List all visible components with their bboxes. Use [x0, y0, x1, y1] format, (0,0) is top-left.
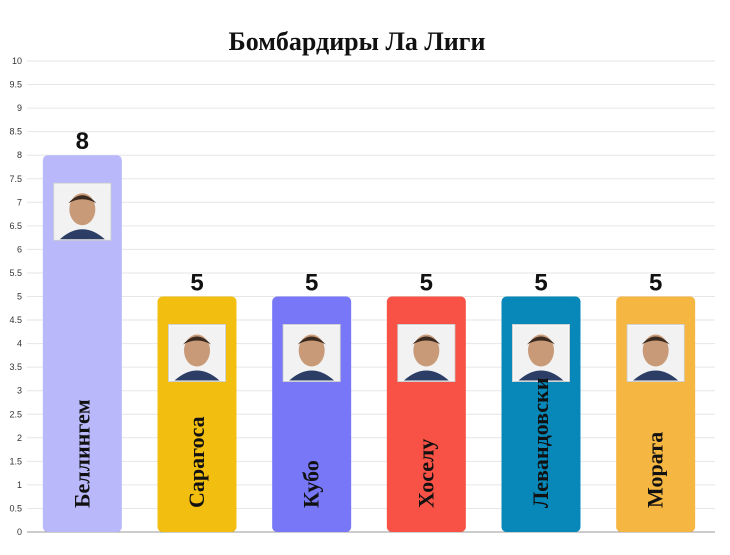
y-axis-ticks: 0 0.5 1 1.5 2 2.5 3 3.5 4 4.5 5 5.5 6 6.5 7 7.5 8 8.5 9 9.5…	[9, 56, 22, 537]
player-photo-icon	[282, 324, 341, 382]
category-label: Левандовски	[528, 377, 553, 508]
gridlines	[27, 60, 715, 533]
y-tick-label: 3.5	[9, 362, 22, 372]
category-label: Сарагоса	[184, 416, 209, 508]
category-label: Хоселу	[413, 439, 438, 508]
y-tick-label: 6.5	[9, 221, 22, 231]
bars: 8 Беллингем 5 Сарагоса 5 Кубо 5 Хоселу 5 Левандов…	[42, 128, 696, 532]
bar-group: 5 Хоселу	[386, 270, 466, 532]
bar-group: 5 Левандовски	[501, 270, 581, 532]
data-label: 5	[534, 270, 547, 297]
y-tick-label: 7.5	[9, 174, 22, 184]
y-tick-label: 5	[17, 292, 22, 302]
y-tick-label: 10	[12, 56, 22, 66]
data-label: 5	[649, 270, 662, 297]
category-label: Кубо	[299, 460, 324, 508]
chart-title: Бомбардиры Ла Лиги	[229, 27, 486, 56]
bar-group: 5 Мората	[616, 270, 696, 532]
y-tick-label: 6	[17, 244, 22, 254]
data-label: 5	[420, 270, 433, 297]
y-tick-label: 2	[17, 433, 22, 443]
y-tick-label: 8	[17, 150, 22, 160]
data-label: 8	[76, 128, 89, 155]
y-tick-label: 3	[17, 386, 22, 396]
y-tick-label: 2.5	[9, 409, 22, 419]
y-tick-label: 0.5	[9, 503, 22, 513]
y-tick-label: 8.5	[9, 127, 22, 137]
player-photo-icon	[53, 182, 112, 241]
player-photo-icon	[512, 324, 570, 382]
y-tick-label: 4	[17, 339, 22, 349]
bar	[42, 155, 122, 532]
data-label: 5	[190, 270, 203, 297]
y-tick-label: 5.5	[9, 268, 22, 278]
bar-group: 8 Беллингем	[42, 128, 122, 532]
data-label: 5	[305, 270, 318, 297]
y-tick-label: 4.5	[9, 315, 22, 325]
y-tick-label: 1	[17, 480, 22, 490]
bar-group: 5 Сарагоса	[157, 270, 237, 532]
player-photo-icon	[168, 324, 226, 382]
category-label: Мората	[643, 432, 668, 508]
y-tick-label: 9	[17, 103, 22, 113]
bar-group: 5 Кубо	[272, 270, 352, 532]
y-tick-label: 9.5	[9, 80, 22, 90]
player-photo-icon	[397, 324, 456, 382]
y-tick-label: 1.5	[9, 456, 22, 466]
category-label: Беллингем	[69, 399, 94, 508]
y-tick-label: 0	[17, 527, 22, 537]
player-photo-icon	[626, 324, 685, 382]
y-tick-label: 7	[17, 197, 22, 207]
